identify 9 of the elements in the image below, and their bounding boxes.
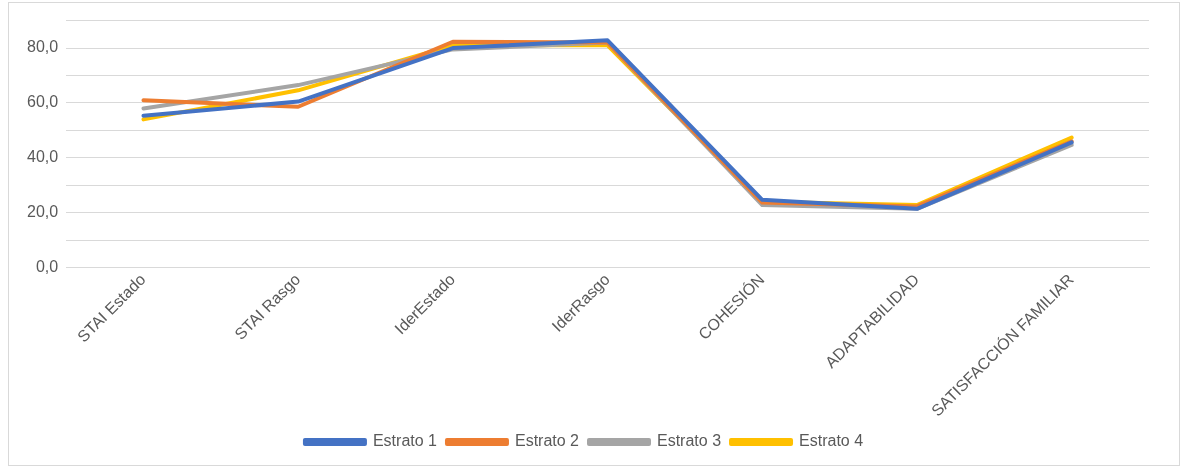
y-tick-label: 40,0 — [27, 148, 59, 166]
legend-label: Estrato 3 — [657, 432, 722, 450]
y-tick-label: 60,0 — [27, 93, 59, 111]
y-tick-label: 0,0 — [35, 257, 59, 275]
legend-label: Estrato 1 — [372, 432, 438, 450]
y-tick-label: 20,0 — [27, 203, 59, 221]
legend-label: Estrato 2 — [514, 432, 580, 450]
legend-label: Estrato 4 — [799, 432, 864, 450]
y-tick-label: 80,0 — [27, 38, 59, 56]
